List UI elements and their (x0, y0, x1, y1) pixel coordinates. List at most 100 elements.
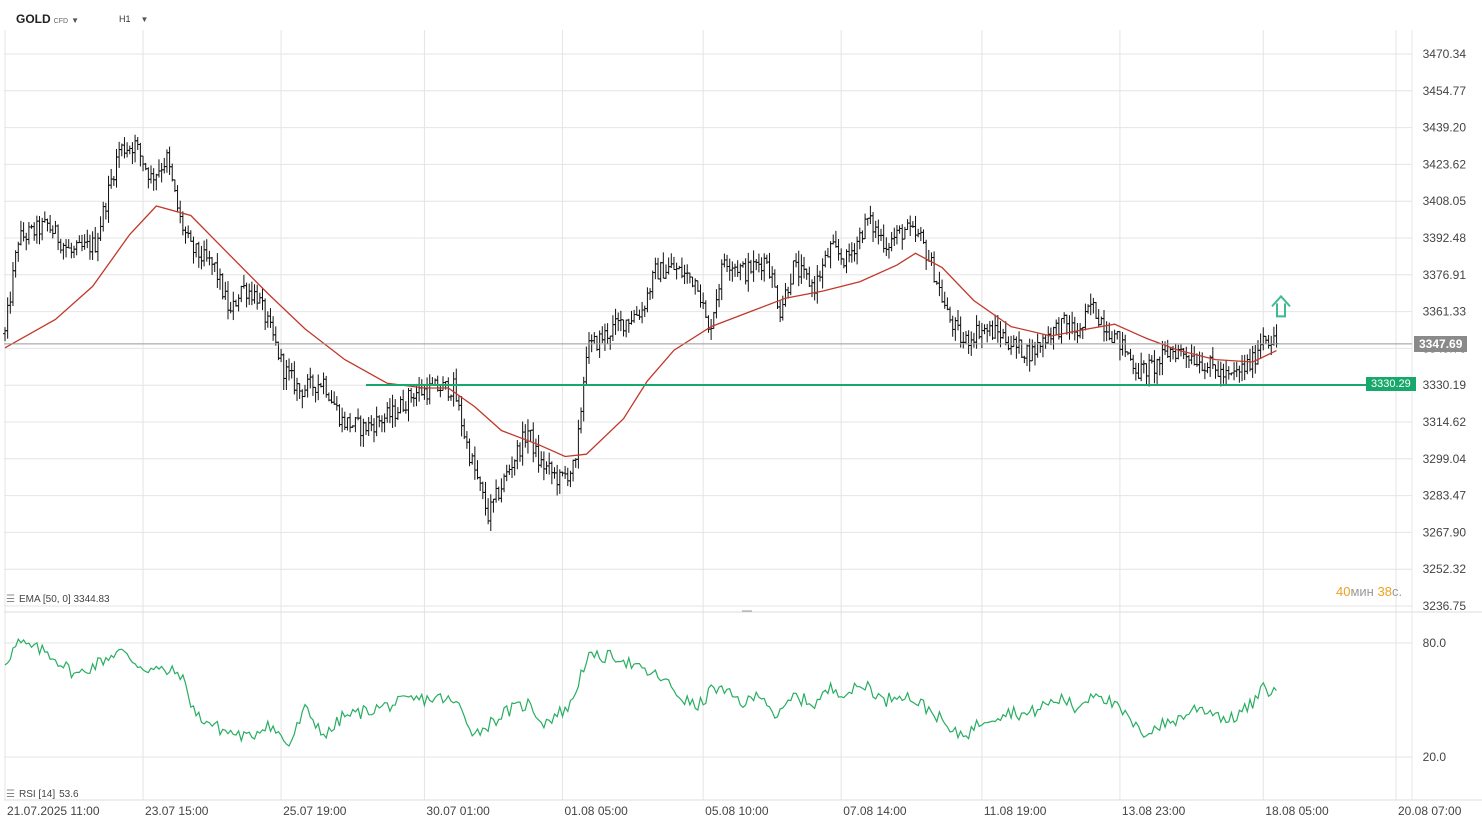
ohlc-bar (902, 226, 907, 240)
ohlc-bar (1059, 318, 1064, 345)
level-price-badge[interactable]: 3330.29 (1366, 376, 1416, 391)
ohlc-bar (215, 253, 220, 288)
ohlc-bar (87, 234, 92, 260)
ohlc-bar (565, 467, 570, 487)
ohlc-bar (1054, 319, 1059, 336)
ohlc-bar (122, 137, 127, 159)
ohlc-bar (236, 294, 241, 312)
ohlc-bar (528, 429, 533, 443)
ohlc-bar (34, 215, 39, 244)
ohlc-bar (1266, 334, 1271, 349)
ohlc-bar (218, 268, 223, 290)
ohlc-bar (249, 281, 254, 306)
ohlc-bar (313, 386, 318, 403)
ohlc-bar (918, 227, 923, 242)
ohlc-bar (1043, 334, 1048, 349)
ohlc-bar (905, 219, 910, 231)
ohlc-bar (438, 384, 443, 398)
ohlc-bar (1022, 355, 1027, 364)
ohlc-bar (557, 469, 562, 494)
indicator-settings-icon[interactable]: ☰ (6, 594, 15, 605)
ohlc-bar (1133, 362, 1138, 381)
y-tick-label: 3376.91 (1423, 268, 1467, 282)
ohlc-bar (1152, 350, 1157, 384)
ohlc-bar (764, 254, 769, 265)
timer-seconds-unit: с. (1391, 584, 1403, 599)
rsi-label: RSI [14] (18, 789, 56, 800)
ohlc-bar (194, 243, 199, 258)
ohlc-bar (847, 243, 852, 263)
ohlc-bar (1221, 363, 1226, 384)
ohlc-bar (945, 297, 950, 311)
ohlc-bar (823, 250, 828, 268)
ohlc-bar (1104, 321, 1109, 342)
ohlc-bar (634, 306, 639, 316)
symbol-selector[interactable]: GOLD CFD ▼ (16, 12, 79, 26)
ohlc-bar (571, 459, 576, 482)
ohlc-bar (451, 372, 456, 407)
ohlc-bar (783, 282, 788, 307)
ohlc-bar (69, 242, 74, 259)
ohlc-bar (98, 216, 103, 241)
x-tick-label: 25.07 19:00 (283, 804, 347, 818)
ohlc-bar (499, 478, 504, 503)
ohlc-bar (459, 396, 464, 437)
x-tick-label: 11.08 19:00 (984, 804, 1047, 818)
ohlc-bar (613, 308, 618, 335)
y-tick-label: 3454.77 (1423, 84, 1467, 98)
ohlc-bar (1115, 331, 1120, 340)
ohlc-bar (1062, 312, 1067, 324)
ohlc-bar (815, 265, 820, 304)
y-tick-label: 3439.20 (1423, 121, 1467, 135)
ohlc-bar (648, 288, 653, 301)
y-tick-label: 3361.33 (1423, 305, 1467, 319)
ohlc-bar (897, 225, 902, 234)
ohlc-bar (379, 415, 384, 433)
ohlc-bar (605, 323, 610, 345)
ohlc-bar (1237, 365, 1242, 383)
y-tick-label: 3283.47 (1423, 489, 1467, 503)
ema-indicator-label: ☰ EMA [50, 0] 3344.83 (6, 594, 110, 605)
ohlc-bar (921, 229, 926, 244)
ohlc-bar (924, 239, 929, 270)
rsi-indicator-label: ☰ RSI [14] 53.6 (6, 789, 79, 800)
ohlc-bar (807, 266, 812, 287)
timer-seconds: 38 (1377, 584, 1392, 599)
ohlc-bar (427, 374, 432, 405)
ohlc-bar (1035, 333, 1040, 358)
ohlc-bar (295, 377, 300, 401)
ohlc-bar (576, 419, 581, 469)
rsi-tick-label: 80.0 (1423, 636, 1447, 650)
ohlc-bar (730, 261, 735, 282)
ohlc-bar (966, 330, 971, 355)
ohlc-bar (170, 163, 175, 182)
ohlc-bar (191, 236, 196, 264)
ohlc-bar (610, 315, 615, 341)
ohlc-bar (1112, 329, 1117, 344)
ohlc-bar (669, 253, 674, 268)
ohlc-bar (852, 243, 857, 262)
ohlc-bar (942, 291, 947, 309)
ohlc-bar (995, 314, 1000, 343)
arrow-head (1271, 294, 1291, 308)
ohlc-bar (695, 280, 700, 292)
ohlc-bar (886, 243, 891, 259)
ohlc-bar (125, 142, 130, 158)
ohlc-bar (940, 279, 945, 303)
ohlc-bar (162, 157, 167, 174)
indicator-settings-icon[interactable]: ☰ (6, 789, 15, 800)
ohlc-bar (10, 262, 15, 307)
x-tick-label: 23.07 15:00 (145, 804, 209, 818)
ohlc-bar (1064, 314, 1069, 335)
ohlc-bar (674, 262, 679, 280)
timeframe-selector[interactable]: H1 ▼ (119, 14, 148, 24)
ohlc-bar (1181, 347, 1186, 360)
ohlc-bar (66, 239, 71, 249)
ohlc-bar (486, 498, 491, 525)
ohlc-bar (950, 315, 955, 337)
ohlc-bar (663, 264, 668, 279)
ohlc-bar (180, 211, 185, 236)
x-tick-label: 21.07.2025 11:00 (7, 804, 100, 818)
ohlc-bar (555, 464, 560, 496)
